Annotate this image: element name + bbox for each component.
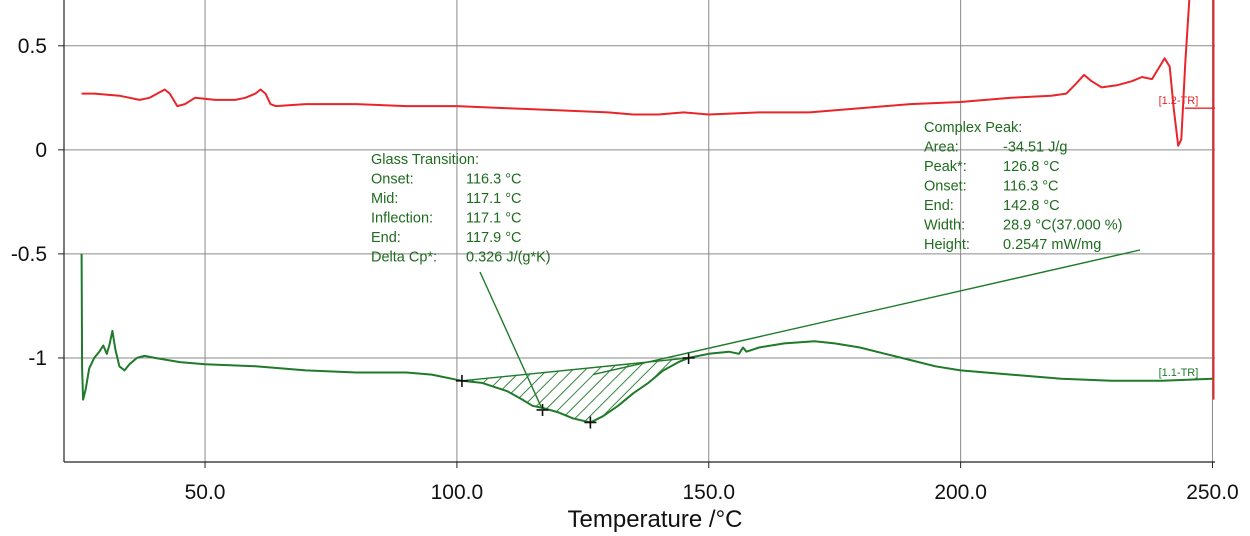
markers bbox=[455, 351, 695, 429]
complex-peak-label: End: bbox=[924, 198, 954, 214]
complex-peak-value: 0.2547 mW/mg bbox=[1003, 237, 1101, 253]
complex-peak-value: -34.51 J/g bbox=[1003, 140, 1068, 156]
glass-transition-label: Inflection: bbox=[371, 211, 433, 227]
grid bbox=[64, 0, 1215, 462]
glass-transition-value: 0.326 J/(g*K) bbox=[466, 250, 551, 266]
complex-peak-label: Area: bbox=[924, 140, 959, 156]
complex-peak-label: Onset: bbox=[924, 179, 967, 195]
series-layer bbox=[80, 0, 1215, 424]
red-curve bbox=[81, 0, 1191, 147]
green-curve-tag: [1.1-TR] bbox=[1159, 367, 1199, 379]
x-tick-label: 150.0 bbox=[682, 481, 735, 504]
x-tick-label: 200.0 bbox=[934, 481, 987, 504]
complex-peak-value: 28.9 °C(37.000 %) bbox=[1003, 218, 1122, 234]
red-curve-tag: [1.2-TR] bbox=[1159, 95, 1199, 107]
x-tick-label: 100.0 bbox=[431, 481, 484, 504]
green-curve bbox=[80, 253, 1213, 424]
complex-peak-label: Peak*: bbox=[924, 159, 967, 175]
glass-transition-value: 117.1 °C bbox=[466, 191, 522, 207]
glass-transition-label: Onset: bbox=[371, 172, 414, 188]
complex-peak-label: Height: bbox=[924, 237, 970, 253]
peak-marker bbox=[584, 416, 597, 429]
peak-marker bbox=[682, 351, 695, 364]
peak-area bbox=[461, 357, 689, 423]
peak-marker bbox=[455, 374, 468, 387]
x-axis-label: Temperature /°C bbox=[568, 506, 743, 533]
glass-transition-title: Glass Transition: bbox=[371, 152, 479, 168]
glass-transition-value: 117.1 °C bbox=[466, 211, 522, 227]
annotations: Glass Transition: Onset: 116.3 °C Mid: 117.1… bbox=[371, 120, 1141, 411]
glass-transition-value: 117.9 °C bbox=[466, 230, 522, 246]
peak-marker bbox=[536, 403, 549, 416]
complex-peak-value: 116.3 °C bbox=[1003, 179, 1059, 195]
complex-peak-title: Complex Peak: bbox=[924, 120, 1022, 136]
y-tick-label: 0.5 bbox=[18, 35, 47, 58]
complex-peak-value: 142.8 °C bbox=[1003, 198, 1060, 214]
glass-transition-leader bbox=[479, 271, 544, 411]
glass-transition-label: End: bbox=[371, 230, 401, 246]
complex-peak-leader bbox=[592, 249, 1141, 376]
glass-transition-label: Mid: bbox=[371, 191, 398, 207]
glass-transition-label: Delta Cp*: bbox=[371, 250, 437, 266]
complex-peak-value: 126.8 °C bbox=[1003, 159, 1060, 175]
x-tick-label: 50.0 bbox=[185, 481, 226, 504]
y-tick-label: 0 bbox=[35, 139, 47, 162]
y-tick-label: -1 bbox=[28, 347, 47, 370]
complex-peak-label: Width: bbox=[924, 218, 965, 234]
axes: 50.0 100.0 150.0 200.0 250.0 0.5 0 -0.5 -1 [1.2-T… bbox=[11, 0, 1239, 504]
y-tick-label: -0.5 bbox=[11, 243, 47, 266]
x-tick-label: 250.0 bbox=[1186, 481, 1239, 504]
peak-hatched-area bbox=[461, 357, 689, 423]
glass-transition-value: 116.3 °C bbox=[466, 172, 522, 188]
